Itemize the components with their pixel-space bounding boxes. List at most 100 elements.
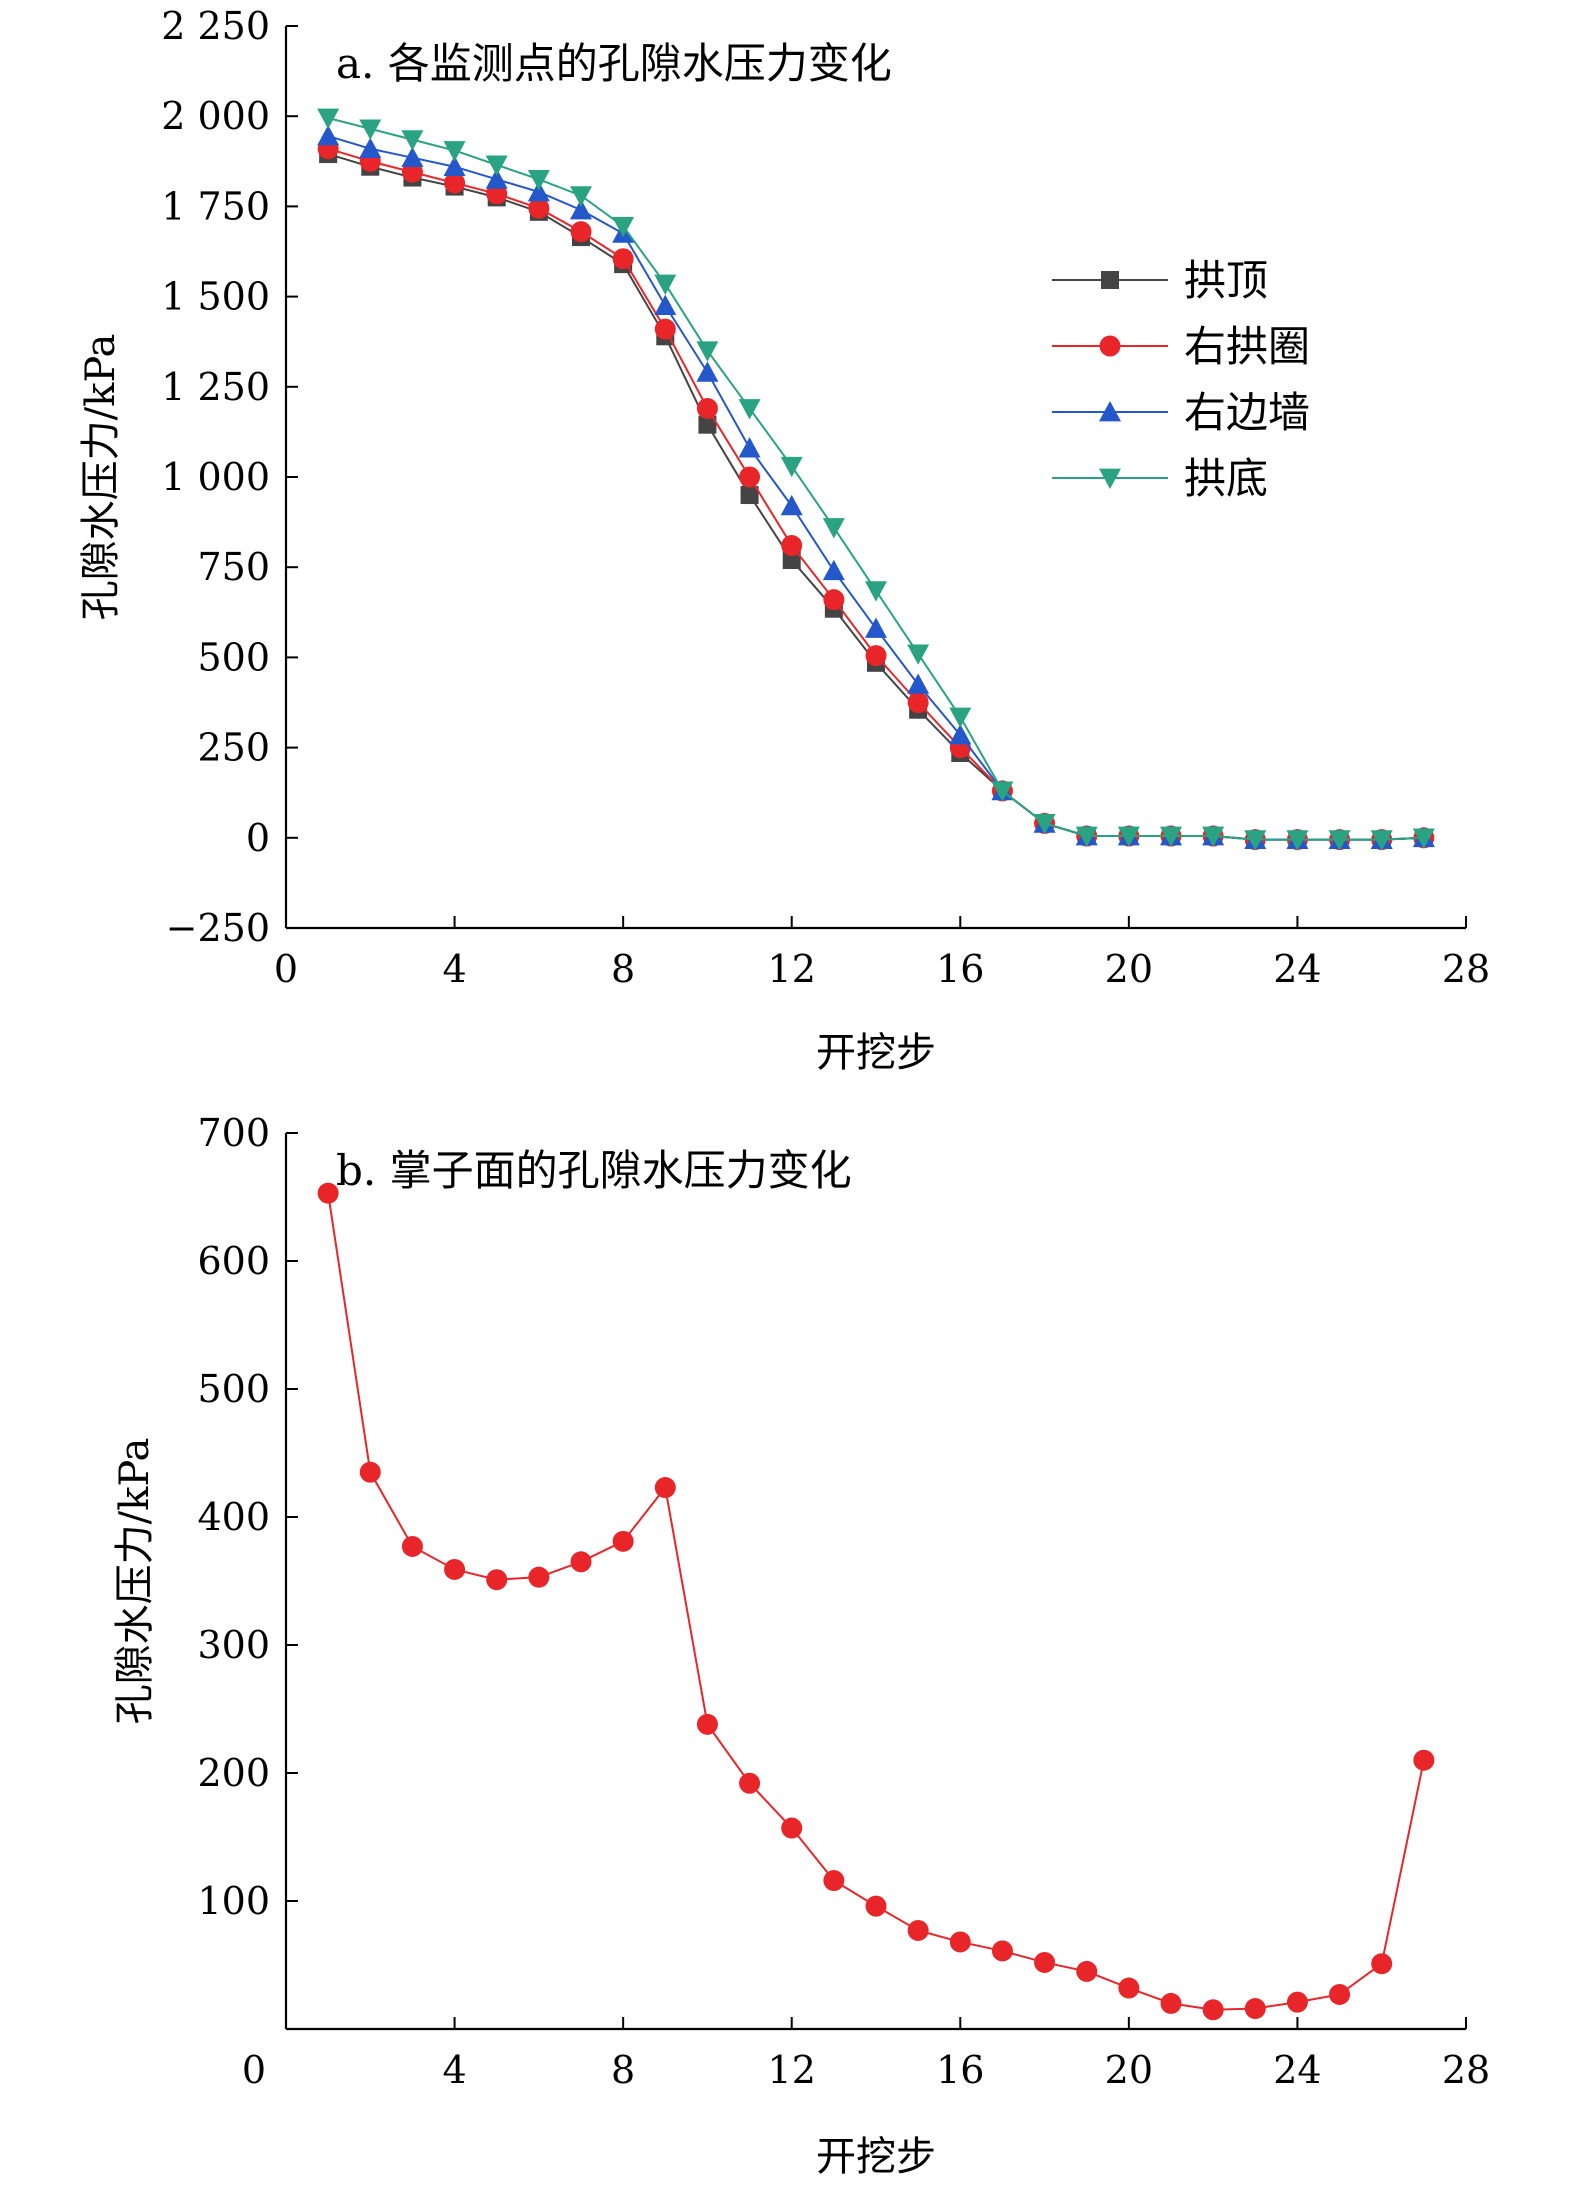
- data-point: [401, 130, 423, 150]
- x-tick-label: 16: [936, 947, 984, 991]
- data-point: [570, 186, 592, 206]
- data-point: [571, 1551, 592, 1572]
- data-point: [823, 560, 845, 580]
- data-point: [655, 319, 676, 340]
- x-tick-label: 28: [1442, 947, 1490, 991]
- x-tick-label: 24: [1273, 2048, 1321, 2092]
- y-tick-label: 400: [197, 1495, 270, 1539]
- data-point: [613, 248, 634, 269]
- data-point: [571, 221, 592, 242]
- legend-marker: [1101, 271, 1119, 289]
- data-point: [907, 644, 929, 664]
- x-axis-title: 开挖步: [816, 2134, 936, 2180]
- y-tick-label: 250: [197, 726, 270, 770]
- x-tick-label: 4: [442, 947, 466, 991]
- y-tick-label: 2 250: [161, 4, 270, 48]
- data-point: [781, 1818, 802, 1839]
- y-tick-label: 750: [197, 545, 270, 589]
- legend-label: 拱底: [1184, 454, 1268, 503]
- data-point: [1329, 1984, 1350, 2005]
- data-point: [697, 398, 718, 419]
- y-tick-label: 1 500: [161, 275, 270, 319]
- data-point: [1118, 1978, 1139, 1999]
- data-point: [359, 119, 381, 139]
- data-point: [739, 1773, 760, 1794]
- data-point: [781, 457, 803, 477]
- data-point: [781, 495, 803, 515]
- panel-title: a. 各监测点的孔隙水压力变化: [336, 39, 892, 88]
- data-point: [739, 399, 761, 419]
- x-tick-label: 0: [274, 947, 298, 991]
- data-point: [865, 581, 887, 601]
- data-point: [613, 1531, 634, 1552]
- data-point: [486, 156, 508, 176]
- data-point: [739, 437, 761, 457]
- y-axis-title: 孔隙水压力/kPa: [112, 1438, 158, 1725]
- legend-label: 右拱圈: [1184, 322, 1310, 371]
- data-point: [444, 141, 466, 161]
- data-point: [992, 1940, 1013, 1961]
- x-axis-title: 开挖步: [816, 1030, 936, 1076]
- data-point: [696, 361, 718, 381]
- data-point: [402, 1536, 423, 1557]
- data-point: [739, 467, 760, 488]
- data-point: [908, 1920, 929, 1941]
- x-tick-label: 28: [1442, 2048, 1490, 2092]
- data-point: [486, 1569, 507, 1590]
- data-point: [908, 692, 929, 713]
- y-tick-label: 1 750: [161, 184, 270, 228]
- y-tick-label: 500: [197, 1367, 270, 1411]
- x-tick-label: 0: [242, 2048, 266, 2092]
- x-tick-label: 4: [442, 2048, 466, 2092]
- data-point: [317, 109, 339, 129]
- data-point: [866, 1896, 887, 1917]
- data-point: [444, 1559, 465, 1580]
- x-tick-label: 8: [611, 2048, 635, 2092]
- y-tick-label: 1 250: [161, 365, 270, 409]
- y-tick-label: 200: [197, 1751, 270, 1795]
- data-point: [1161, 1993, 1182, 2014]
- x-tick-label: 8: [611, 947, 635, 991]
- data-point: [823, 518, 845, 538]
- data-point: [612, 217, 634, 237]
- y-tick-label: 700: [197, 1111, 270, 1155]
- data-point: [1034, 1952, 1055, 1973]
- data-point: [1413, 1750, 1434, 1771]
- data-point: [528, 1567, 549, 1588]
- y-tick-label: 600: [197, 1239, 270, 1283]
- x-tick-label: 12: [768, 947, 816, 991]
- data-point: [1203, 1999, 1224, 2020]
- legend-label: 拱顶: [1184, 256, 1268, 305]
- y-tick-label: 0: [246, 816, 270, 860]
- legend-marker: [1100, 336, 1121, 357]
- x-tick-label: 16: [936, 2048, 984, 2092]
- data-point: [655, 1477, 676, 1498]
- x-tick-label: 24: [1273, 947, 1321, 991]
- x-tick-label: 20: [1105, 2048, 1153, 2092]
- data-point: [781, 535, 802, 556]
- data-point: [823, 589, 844, 610]
- data-point: [360, 1462, 381, 1483]
- data-point: [865, 618, 887, 638]
- panel-b-chart: 0 4 8 12 16 20 24 28 100 200 300 400 500 600 700 开挖步 孔隙水…: [112, 1111, 1490, 2180]
- data-point: [318, 1183, 339, 1204]
- y-tick-label: 100: [197, 1879, 270, 1923]
- y-axis-title: 孔隙水压力/kPa: [78, 334, 124, 621]
- data-point: [823, 1870, 844, 1891]
- panel-title: b. 掌子面的孔隙水压力变化: [336, 1146, 852, 1195]
- legend-label: 右边墙: [1184, 388, 1310, 437]
- data-point: [1076, 1961, 1097, 1982]
- y-tick-label: 300: [197, 1623, 270, 1667]
- data-point: [907, 673, 929, 693]
- data-point: [528, 170, 550, 190]
- data-point: [950, 1931, 971, 1952]
- series-line: [328, 1193, 1424, 2010]
- data-point: [359, 138, 381, 158]
- y-tick-label: −250: [166, 906, 270, 950]
- data-point: [1371, 1953, 1392, 1974]
- data-point: [1287, 1992, 1308, 2013]
- y-tick-label: 1 000: [161, 455, 270, 499]
- x-tick-label: 12: [768, 2048, 816, 2092]
